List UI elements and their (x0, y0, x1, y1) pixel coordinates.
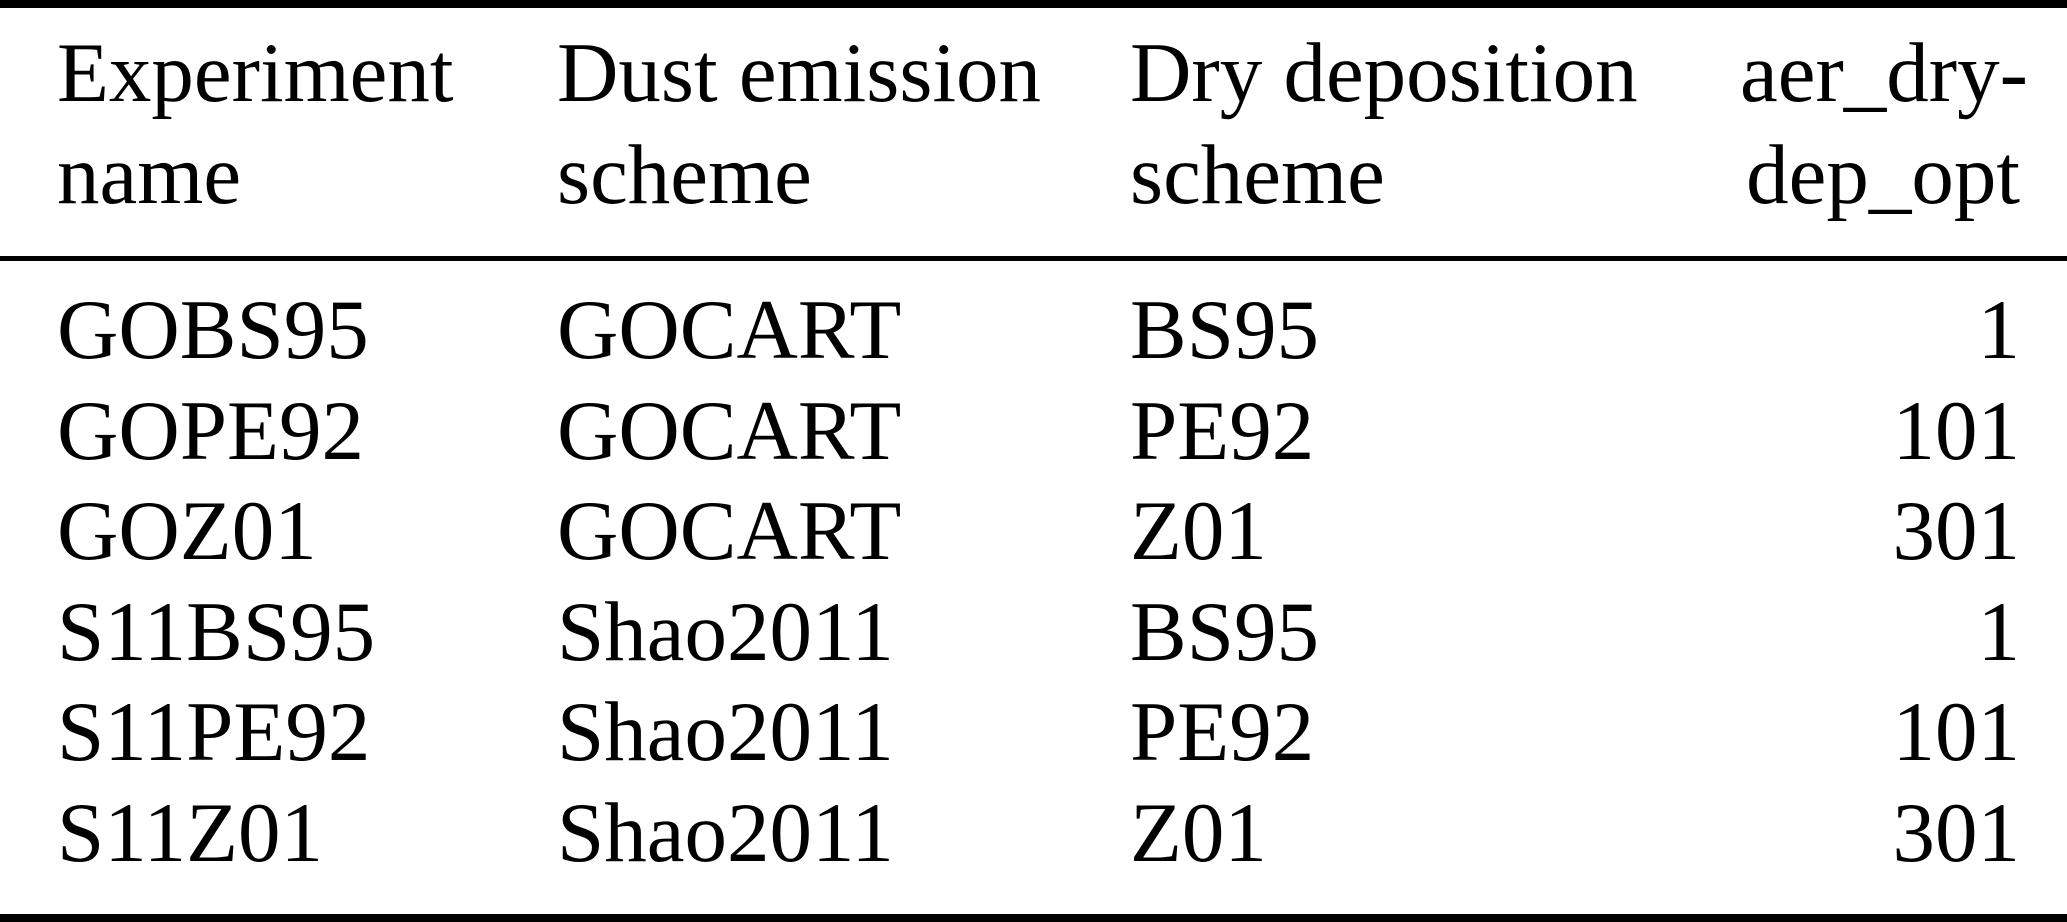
table-row: S11BS95 Shao2011 BS95 1 (0, 582, 2067, 683)
cell-aer-dry-dep-opt: 1 (1977, 584, 2021, 679)
table-body: GOBS95 GOCART BS95 1 GOPE92 GOCART PE92 … (0, 261, 2067, 914)
header-line: Experiment (57, 26, 454, 120)
header-line: scheme (1130, 128, 1385, 222)
table-row: GOZ01 GOCART Z01 301 (0, 481, 2067, 582)
cell-aer-dry-dep-opt: 101 (1892, 685, 2021, 779)
header-dry-deposition-scheme: Dry deposition scheme (1130, 22, 1740, 256)
cell-aer-dry-dep-opt: 301 (1892, 484, 2021, 578)
table-row: GOBS95 GOCART BS95 1 (0, 280, 2067, 381)
cell-aer-dry-dep-opt: 101 (1892, 383, 2021, 478)
cell-dry-deposition-scheme: PE92 (1130, 383, 1315, 478)
cell-experiment-name: S11BS95 (57, 584, 376, 679)
cell-experiment-name: GOZ01 (57, 484, 317, 578)
cell-experiment-name: GOBS95 (57, 283, 369, 377)
header-line: name (57, 128, 242, 222)
cell-dust-emission-scheme: Shao2011 (557, 685, 894, 779)
cell-dust-emission-scheme: GOCART (557, 283, 902, 377)
table-row: S11PE92 Shao2011 PE92 101 (0, 682, 2067, 783)
cell-experiment-name: S11PE92 (57, 685, 371, 779)
header-experiment-name: Experiment name (0, 22, 557, 256)
cell-dust-emission-scheme: Shao2011 (557, 785, 894, 880)
cell-dry-deposition-scheme: PE92 (1130, 685, 1315, 779)
cell-dust-emission-scheme: GOCART (557, 383, 902, 478)
cell-dry-deposition-scheme: BS95 (1130, 283, 1319, 377)
cell-dry-deposition-scheme: BS95 (1130, 584, 1319, 679)
cell-experiment-name: GOPE92 (57, 383, 364, 478)
header-line: aer_dry- (1740, 26, 2028, 120)
cell-dust-emission-scheme: GOCART (557, 484, 902, 578)
header-line: scheme (557, 128, 812, 222)
cell-aer-dry-dep-opt: 301 (1892, 785, 2021, 880)
cell-experiment-name: S11Z01 (57, 785, 324, 880)
table-row: S11Z01 Shao2011 Z01 301 (0, 783, 2067, 884)
cell-dry-deposition-scheme: Z01 (1130, 785, 1267, 880)
header-line: Dust emission (557, 26, 1042, 120)
header-dust-emission-scheme: Dust emission scheme (557, 22, 1130, 256)
cell-dust-emission-scheme: Shao2011 (557, 584, 894, 679)
table-row: GOPE92 GOCART PE92 101 (0, 381, 2067, 482)
cell-dry-deposition-scheme: Z01 (1130, 484, 1267, 578)
header-line: Dry deposition (1130, 26, 1638, 120)
table-header-row: Experiment name Dust emission scheme Dry… (0, 8, 2067, 261)
header-line: dep_opt (1746, 128, 2020, 222)
cell-aer-dry-dep-opt: 1 (1977, 283, 2021, 377)
header-aer-dry-dep-opt: aer_dry- dep_opt (1740, 22, 2067, 256)
